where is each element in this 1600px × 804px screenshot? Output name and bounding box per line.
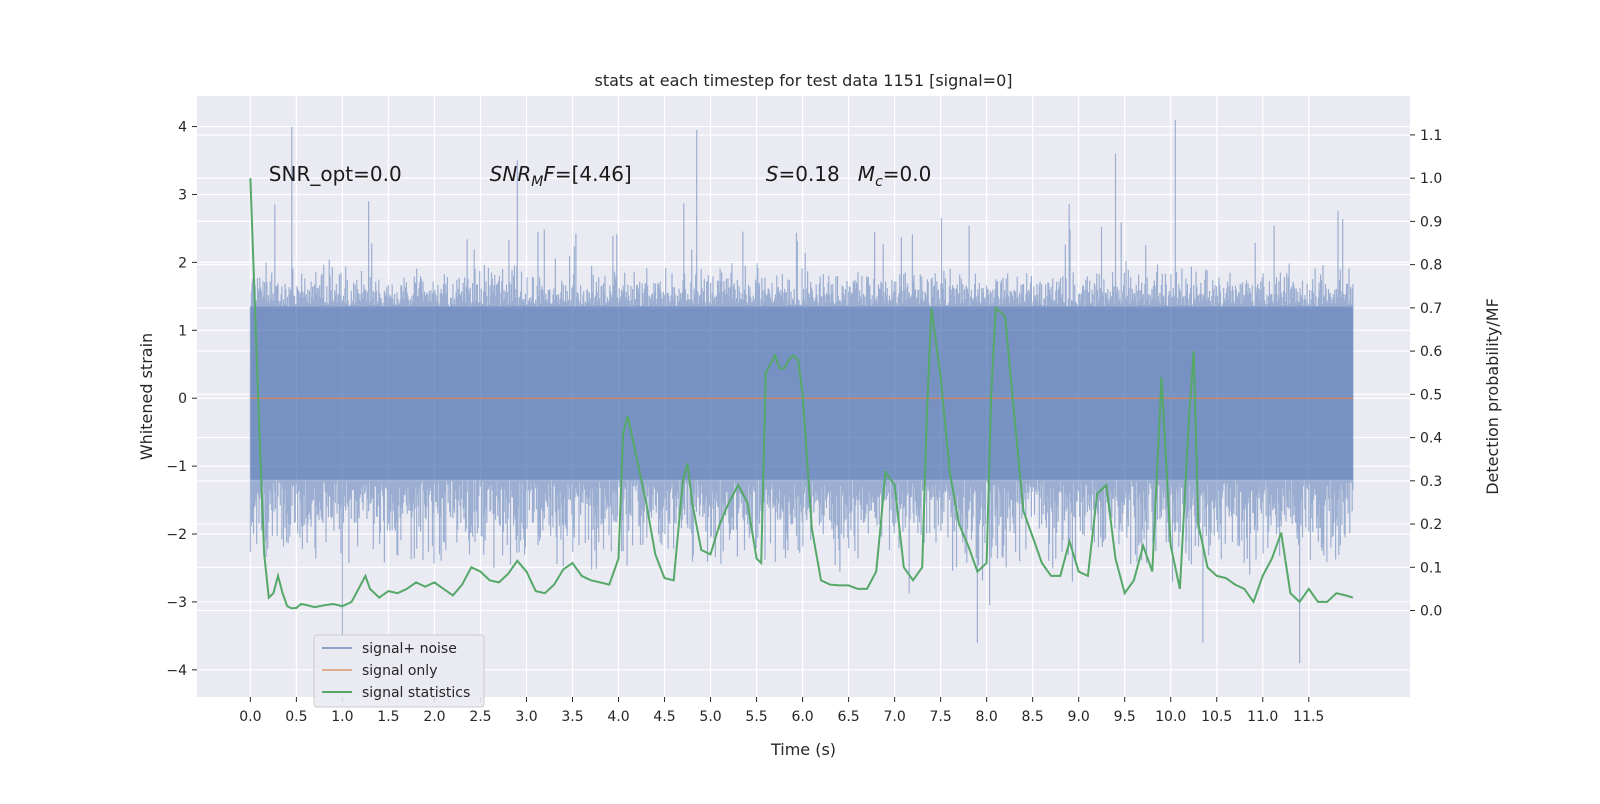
x-tick-label: 1.5: [377, 709, 399, 725]
x-tick-label: 3.0: [515, 709, 537, 725]
y-tick-label: 4: [178, 120, 187, 136]
x-tick-label: 6.5: [837, 709, 859, 725]
x-tick-label: 1.0: [331, 709, 353, 725]
y-tick-label: 0: [178, 391, 187, 407]
x-tick-label: 5.0: [699, 709, 721, 725]
annotation-stat-mc: Mc=0.0: [858, 162, 932, 190]
x-tick-label: 4.5: [653, 709, 675, 725]
legend: signal+ noise signal only signal statistic…: [313, 634, 485, 708]
y-axis-left-label: Whitened strain: [137, 333, 156, 460]
y-axis-right-ticks: 0.0 0.1 0.2 0.3 0.4 0.5 0.6 0.7 0.8 0.9 1.0 1.1: [1410, 128, 1442, 620]
y-right-tick-label: 0.3: [1420, 474, 1442, 490]
annotation-stat-s: S=0.18: [766, 162, 840, 186]
y-right-tick-label: 0.1: [1420, 560, 1442, 576]
y-tick-label: 1: [178, 323, 187, 339]
x-tick-label: 8.5: [1022, 709, 1044, 725]
y-right-tick-label: 0.9: [1420, 214, 1442, 230]
y-axis-left-ticks: −4 −3 −2 −1 0 1 2 3 4: [166, 120, 197, 679]
y-tick-label: −4: [166, 663, 187, 679]
x-tick-label: 10.5: [1201, 709, 1232, 725]
x-tick-label: 4.0: [607, 709, 629, 725]
chart-title: stats at each timestep for test data 115…: [594, 71, 1012, 90]
y-right-tick-label: 0.0: [1420, 604, 1442, 620]
y-right-tick-label: 0.2: [1420, 517, 1442, 533]
x-tick-label: 10.0: [1155, 709, 1186, 725]
legend-box: [313, 634, 485, 708]
x-tick-label: 9.5: [1114, 709, 1136, 725]
x-tick-label: 11.0: [1247, 709, 1278, 725]
x-tick-label: 11.5: [1293, 709, 1324, 725]
x-tick-label: 9.0: [1068, 709, 1090, 725]
x-tick-label: 7.0: [883, 709, 905, 725]
annotations: SNR_opt=0.0 SNRMF=[4.46] S=0.18 Mc=0.0: [269, 162, 932, 190]
x-tick-label: 8.0: [976, 709, 998, 725]
legend-label: signal only: [362, 663, 437, 679]
annotation-snr-mf: SNRMF=[4.46]: [490, 162, 632, 190]
x-tick-label: 3.5: [561, 709, 583, 725]
x-tick-label: 0.0: [239, 709, 261, 725]
y-tick-label: −2: [166, 527, 187, 543]
legend-label: signal statistics: [362, 685, 470, 701]
y-tick-label: 3: [178, 187, 187, 203]
y-right-tick-label: 1.1: [1420, 128, 1442, 144]
annotation-snr-opt: SNR_opt=0.0: [269, 162, 402, 186]
x-tick-label: 2.0: [423, 709, 445, 725]
x-axis-label: Time (s): [770, 740, 836, 759]
y-right-tick-label: 0.5: [1420, 387, 1442, 403]
y-tick-label: −3: [166, 595, 187, 611]
y-right-tick-label: 1.0: [1420, 171, 1442, 187]
y-tick-label: 2: [178, 255, 187, 271]
x-tick-label: 2.5: [469, 709, 491, 725]
x-tick-label: 5.5: [745, 709, 767, 725]
signal-statistics-line: [249, 178, 1354, 610]
y-right-tick-label: 0.4: [1420, 431, 1442, 447]
y-axis-right-label: Detection probability/MF: [1483, 298, 1502, 495]
x-axis-ticks: 0.0 0.5 1.0 1.5 2.0 2.5 3.0 3.5 4.0 4.5 5.0 5.5 6.0 6…: [239, 697, 1324, 725]
x-tick-label: 7.5: [929, 709, 951, 725]
x-tick-label: 6.0: [791, 709, 813, 725]
y-tick-label: −1: [166, 459, 187, 475]
legend-label: signal+ noise: [362, 641, 457, 657]
y-right-tick-label: 0.6: [1420, 344, 1442, 360]
signal-statistics-series: [249, 178, 1354, 610]
y-right-tick-label: 0.8: [1420, 258, 1442, 274]
y-right-tick-label: 0.7: [1420, 301, 1442, 317]
x-tick-label: 0.5: [285, 709, 307, 725]
